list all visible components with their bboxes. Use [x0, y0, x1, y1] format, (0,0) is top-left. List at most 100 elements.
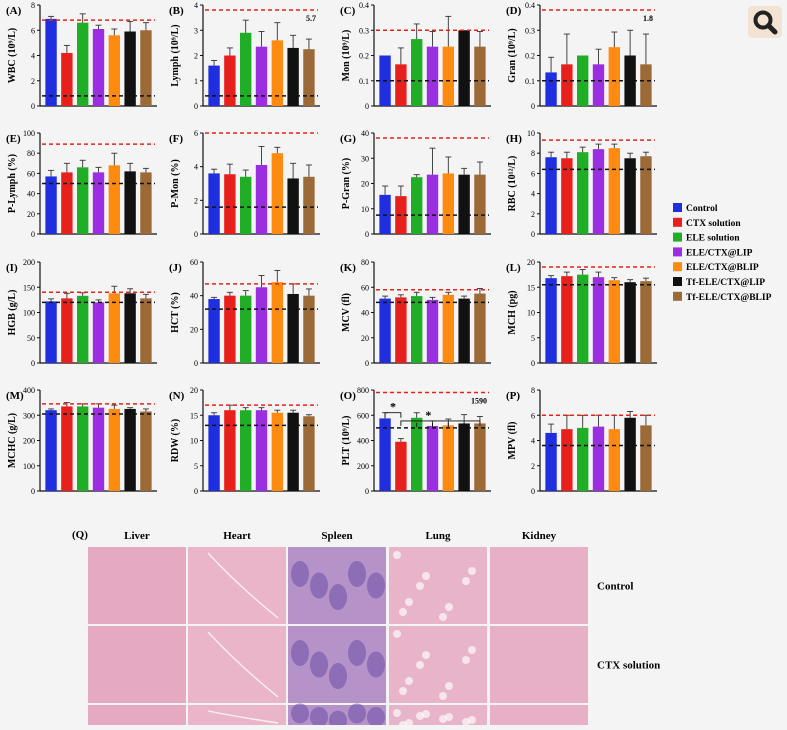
tissue-row-label: Control	[597, 581, 633, 593]
tissue-structure	[393, 551, 401, 559]
panel-label: (G)	[340, 133, 356, 145]
bar	[592, 277, 605, 363]
panel-label: (P)	[506, 390, 520, 402]
tissue-structure	[310, 707, 328, 727]
tissue-column-label: Heart	[223, 530, 251, 542]
y-tick-label: 10	[361, 205, 369, 214]
y-tick-label: 10	[190, 437, 198, 446]
significance-tick	[416, 422, 465, 427]
zoom-button[interactable]	[748, 6, 782, 38]
tissue-structure	[367, 707, 385, 727]
significance-marker: *	[425, 408, 431, 422]
y-tick-label: 6	[531, 169, 535, 178]
y-tick-label: 0.3	[359, 26, 369, 35]
legend: Control CTX solution ELE solution ELE/CTX@L…	[673, 203, 772, 303]
chart-panel: (K) MCV (fl) 0 20 40 60 80	[340, 258, 491, 368]
y-tick-label: 60	[27, 169, 35, 178]
legend-swatch	[673, 217, 682, 227]
chart-panel: (I) HGB (g/L) 0 50 100 150 200	[6, 258, 157, 368]
y-tick-label: 400	[23, 386, 35, 395]
y-tick-label: 1	[194, 77, 198, 86]
tissue-structure	[291, 560, 309, 587]
bar	[458, 423, 470, 491]
bar	[640, 281, 652, 363]
tissue-structure	[445, 603, 453, 611]
bar	[45, 410, 57, 491]
y-tick-label: 4	[194, 1, 198, 10]
y-tick-label: 5	[194, 462, 198, 471]
bar	[76, 167, 89, 234]
y-axis-label: HCT (%)	[170, 292, 181, 333]
bar	[410, 39, 423, 106]
bar	[640, 64, 652, 106]
tissue-structure	[422, 572, 430, 580]
y-tick-label: 2	[194, 196, 198, 205]
legend-swatch	[673, 232, 682, 242]
bar	[410, 177, 423, 234]
y-tick-label: 200	[357, 462, 369, 471]
legend-label: Tf-ELE/CTX@BLIP	[686, 293, 772, 303]
tissue-structure	[310, 572, 328, 599]
reference-value-label: 1.8	[643, 14, 653, 23]
panel-label: (E)	[6, 133, 21, 145]
legend-label: Tf-ELE/CTX@LIP	[686, 278, 765, 288]
y-tick-label: 0.1	[359, 77, 369, 86]
bar	[545, 72, 557, 106]
bar	[108, 35, 121, 106]
bar	[379, 298, 391, 363]
bar	[561, 429, 573, 491]
y-axis-label: Lymph (10⁹/L)	[170, 24, 181, 86]
legend-swatch	[673, 203, 682, 212]
bar	[640, 425, 652, 491]
y-tick-label: 0.4	[359, 1, 369, 10]
y-tick-label: 200	[23, 437, 35, 446]
bar	[124, 31, 136, 107]
legend-label: Control	[686, 204, 718, 214]
bar	[140, 172, 152, 234]
bar	[287, 47, 299, 106]
bar	[545, 432, 557, 491]
reference-value-label: 1590	[471, 397, 487, 406]
chart-panel: (B) Lymph (10⁹/L) 0 1 2 3 4 5.7	[169, 1, 320, 111]
y-tick-label: 30	[361, 154, 369, 163]
bar	[208, 415, 220, 491]
bar	[76, 22, 89, 106]
bar	[239, 176, 252, 234]
tissue-structure	[439, 613, 447, 621]
bar	[92, 28, 105, 106]
bar	[108, 293, 121, 363]
bar	[410, 296, 423, 363]
tissue-structure	[462, 656, 470, 664]
y-tick-label: 0	[194, 359, 198, 368]
tissue-image	[88, 626, 186, 703]
bar	[92, 302, 105, 363]
legend-label: ELE/CTX@LIP	[686, 248, 753, 258]
tissue-structure	[399, 608, 407, 616]
panel-label: (F)	[169, 133, 183, 145]
panel-label: (M)	[6, 390, 24, 402]
bar	[576, 55, 589, 106]
y-tick-label: 4	[31, 52, 35, 61]
y-tick-label: 4	[531, 190, 535, 199]
y-tick-label: 8	[531, 386, 535, 395]
bar	[458, 174, 470, 234]
y-tick-label: 400	[357, 437, 369, 446]
bar	[608, 429, 621, 491]
legend-swatch	[673, 247, 682, 257]
y-tick-label: 60	[361, 283, 369, 292]
panel-label: (O)	[340, 390, 356, 402]
tissue-structure	[367, 572, 385, 599]
tissue-structure	[393, 630, 401, 638]
legend-swatch	[673, 291, 682, 301]
panel-label: (D)	[506, 5, 522, 17]
y-axis-label: MCH (pg)	[507, 290, 518, 334]
tissue-structure	[416, 661, 424, 669]
bar	[608, 280, 621, 363]
bar	[395, 441, 407, 491]
bar	[92, 172, 105, 234]
significance-bracket	[400, 420, 481, 426]
y-tick-label: 0	[365, 487, 369, 496]
bar	[545, 157, 557, 234]
y-axis-label: MPV (fl)	[507, 422, 518, 460]
bar	[208, 65, 220, 106]
